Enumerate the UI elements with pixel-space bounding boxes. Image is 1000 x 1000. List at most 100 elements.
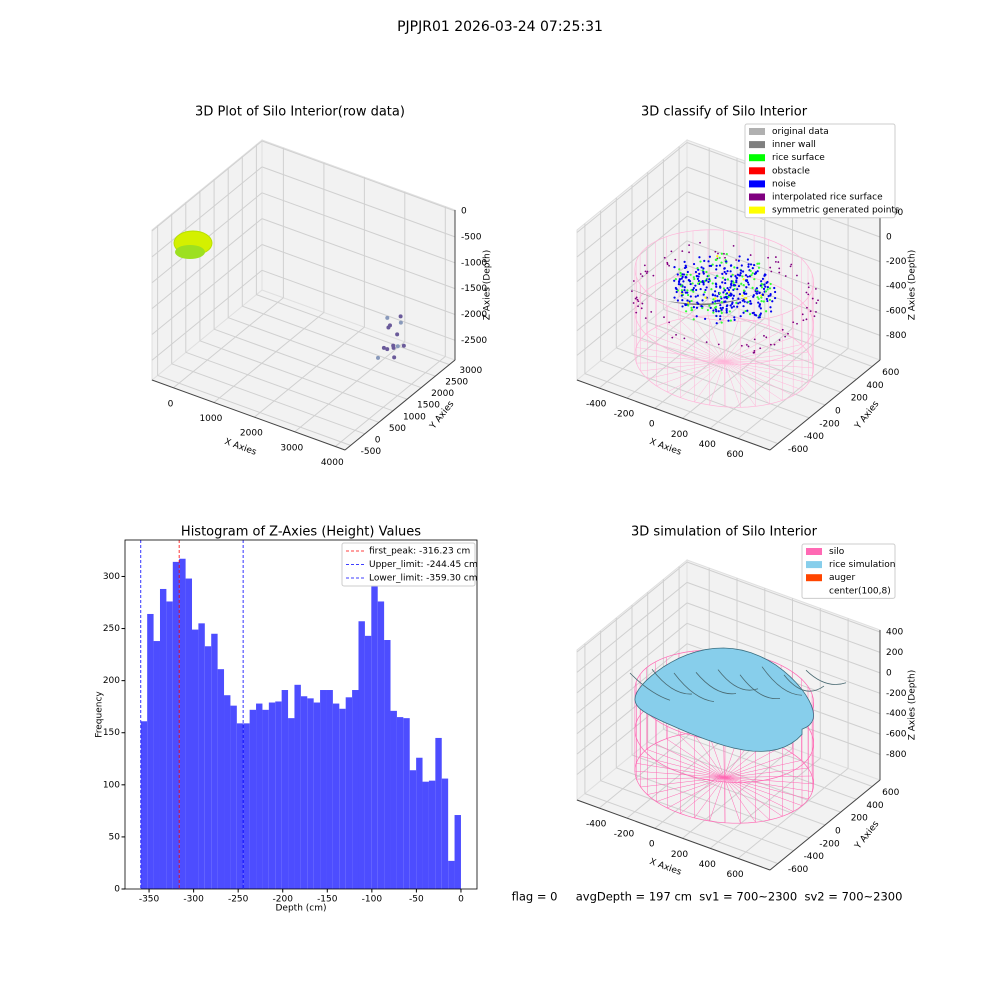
point: [712, 311, 715, 314]
point: [731, 301, 734, 304]
y-tick-label: -400: [804, 852, 825, 862]
grid-line: [576, 581, 881, 673]
point: [718, 264, 722, 267]
point: [639, 273, 642, 275]
legend-label: obstacle: [772, 166, 810, 176]
y-tick-label: -600: [788, 865, 809, 875]
point: [714, 250, 717, 253]
grid-line: [227, 167, 422, 389]
point: [757, 297, 760, 300]
x-tick-label: 200: [671, 430, 688, 440]
point: [725, 260, 728, 263]
point: [761, 277, 765, 280]
point: [740, 264, 743, 267]
point: [681, 305, 684, 308]
x-axis-label: X Axies: [648, 437, 683, 458]
y-tick-label: -600: [788, 445, 809, 455]
point: [729, 304, 732, 307]
grid-line: [576, 561, 881, 653]
point: [773, 286, 776, 290]
bar: [448, 860, 455, 889]
point: [711, 301, 714, 304]
point: [696, 294, 699, 297]
point: [721, 281, 724, 284]
point: [806, 306, 808, 309]
point: [695, 315, 698, 318]
point: [725, 292, 729, 295]
bar: [352, 690, 359, 889]
silo-wire: [667, 306, 725, 393]
silo-wire: [724, 281, 814, 369]
y-tick-label: 500: [389, 424, 406, 434]
point: [754, 271, 758, 274]
point: [725, 305, 728, 308]
z-tick-label: -200: [886, 257, 907, 267]
point: [679, 283, 682, 286]
point: [796, 322, 798, 325]
point: [729, 294, 732, 297]
z-tick-label: -600: [886, 306, 907, 316]
point: [645, 272, 648, 274]
y-tick-label: 1500: [417, 401, 440, 411]
legend-swatch: [749, 141, 765, 149]
point: [689, 295, 692, 298]
bar: [243, 723, 250, 889]
point: [720, 311, 723, 315]
point: [692, 262, 696, 266]
grid-line: [151, 269, 456, 361]
silo-wire: [709, 739, 725, 822]
point: [749, 263, 753, 266]
point: [730, 284, 733, 287]
point: [773, 296, 777, 300]
grid-line: [171, 213, 365, 435]
point: [716, 299, 719, 302]
point: [756, 262, 759, 265]
point: [381, 345, 386, 350]
point: [631, 290, 633, 293]
point: [686, 289, 689, 292]
point: [769, 306, 772, 309]
surface-wire: [651, 668, 693, 695]
y-tick-label: 200: [851, 814, 868, 824]
point: [719, 318, 722, 321]
point: [635, 311, 638, 314]
point: [391, 345, 396, 350]
silo-wire: [724, 251, 793, 362]
point: [740, 344, 743, 347]
legend-swatch: [806, 587, 822, 595]
point: [807, 282, 810, 285]
silo-wire: [724, 258, 802, 362]
point: [745, 279, 749, 282]
panel-title: Histogram of Z-Axies (Height) Values: [181, 525, 421, 540]
point: [743, 300, 746, 303]
point: [784, 335, 787, 338]
point: [681, 250, 684, 253]
point: [760, 280, 763, 283]
point: [757, 262, 761, 265]
point: [705, 341, 708, 343]
point: [792, 321, 795, 324]
point: [724, 278, 727, 281]
point: [746, 281, 750, 284]
point: [683, 266, 687, 270]
point: [692, 306, 696, 309]
point: [756, 270, 759, 273]
point: [796, 274, 798, 277]
point: [753, 278, 756, 281]
grid-line: [576, 191, 881, 282]
point: [732, 245, 735, 247]
point: [702, 270, 705, 274]
point: [764, 273, 767, 276]
bar: [179, 558, 186, 889]
point: [674, 277, 677, 281]
point: [689, 282, 692, 286]
point: [715, 322, 718, 325]
point: [735, 280, 738, 284]
point: [688, 244, 691, 246]
point: [718, 292, 722, 295]
legend-box: [341, 542, 476, 587]
point: [771, 300, 774, 303]
point: [758, 291, 761, 294]
x-axis-label: X Axies: [648, 857, 683, 878]
grid-line: [576, 622, 881, 714]
